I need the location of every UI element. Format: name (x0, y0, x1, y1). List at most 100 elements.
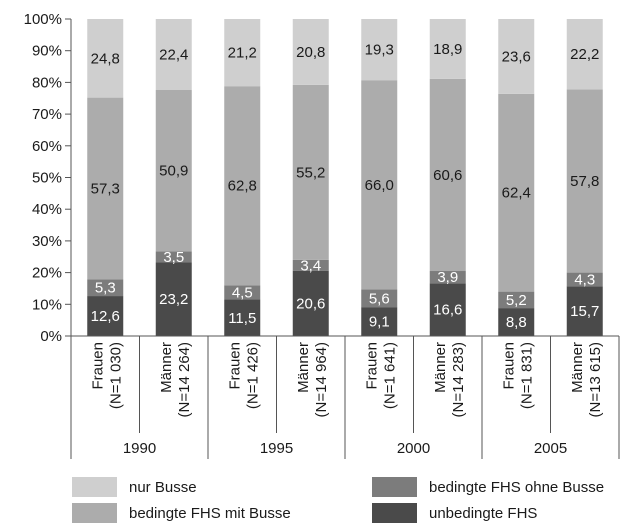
y-tick-label: 10% (32, 296, 62, 313)
bar-segment-2 (429, 271, 466, 284)
x-category-line2: (N=13 615) (587, 342, 604, 417)
data-label: 20,6 (296, 295, 325, 312)
bar-segment-3 (87, 97, 124, 280)
legend-item-unbedingte-fhs: unbedingte FHS (372, 503, 537, 523)
bar-segment-2 (566, 272, 603, 287)
bar-segment-1 (87, 296, 124, 336)
bar-segment-3 (361, 80, 398, 290)
data-label: 5,3 (95, 280, 116, 297)
x-category-label: Frauen(N=1 030) (89, 342, 124, 409)
legend-swatch-bedingte-fhs-ohne-busse (372, 477, 417, 497)
y-tick-label: 30% (32, 233, 62, 250)
data-label: 19,3 (365, 42, 394, 59)
data-label: 22,2 (570, 46, 599, 63)
x-category-line2: (N=14 283) (450, 342, 467, 417)
legend-swatch-nur-busse (72, 477, 117, 497)
y-tick-label: 80% (32, 74, 62, 91)
y-tick-label: 50% (32, 170, 62, 187)
data-label: 66,0 (365, 177, 394, 194)
bar-segment-3 (429, 78, 466, 272)
data-label: 3,5 (163, 249, 184, 266)
data-label: 22,4 (159, 47, 188, 64)
x-category-label: Frauen(N=1 426) (226, 342, 261, 409)
bar-segment-1 (429, 283, 466, 336)
x-category-label: Männer(N=13 615) (569, 342, 604, 417)
legend-label-unbedingte-fhs: unbedingte FHS (429, 504, 538, 522)
x-category-line2: (N=14 264) (176, 342, 193, 417)
x-category-label: Frauen(N=1 641) (363, 342, 398, 409)
bar-segment-3 (566, 89, 603, 273)
bar-segment-4 (292, 19, 329, 85)
y-tick-label: 40% (32, 201, 62, 218)
x-category-line2: (N=14 964) (313, 342, 330, 417)
x-category-label: Männer(N=14 264) (158, 342, 193, 417)
x-category-line1: Männer (569, 342, 586, 393)
legend-swatch-unbedingte-fhs (372, 503, 417, 523)
data-label: 21,2 (228, 45, 257, 62)
data-label: 50,9 (159, 163, 188, 180)
x-category-line2: (N=1 641) (381, 342, 398, 409)
x-category-line1: Frauen (363, 342, 380, 390)
data-label: 24,8 (91, 50, 120, 67)
data-label: 18,9 (433, 41, 462, 58)
bar-segment-4 (224, 19, 261, 87)
bar-segment-1 (498, 308, 535, 336)
x-category-line2: (N=1 831) (518, 342, 535, 409)
data-label: 23,6 (502, 48, 531, 65)
bar-segment-3 (292, 84, 329, 260)
y-tick-label: 70% (32, 106, 62, 123)
data-label: 8,8 (506, 314, 527, 331)
data-label: 60,6 (433, 167, 462, 184)
bar-segment-4 (429, 19, 466, 79)
data-label: 11,5 (228, 310, 256, 327)
x-category-line2: (N=1 030) (107, 342, 124, 409)
legend-item-nur-busse: nur Busse (72, 477, 197, 497)
data-label: 23,2 (159, 291, 188, 308)
data-label: 5,2 (506, 292, 527, 309)
y-tick-label: 60% (32, 138, 62, 155)
data-label: 12,6 (91, 308, 120, 325)
legend-item-bedingte-fhs-mit-busse: bedingte FHS mit Busse (72, 503, 291, 523)
x-category-label: Frauen(N=1 831) (500, 342, 535, 409)
legend-item-bedingte-fhs-ohne-busse: bedingte FHS ohne Busse (372, 477, 604, 497)
x-group-label: 1990 (123, 440, 156, 457)
bar-segment-2 (498, 291, 535, 309)
bar-segment-3 (155, 90, 192, 252)
data-label: 55,2 (296, 164, 325, 181)
bar-segment-2 (224, 285, 261, 300)
data-label: 3,9 (437, 269, 458, 286)
data-label: 4,5 (232, 284, 253, 301)
y-tick-label: 0% (40, 328, 62, 345)
x-category-line1: Frauen (500, 342, 517, 390)
x-category-line1: Frauen (89, 342, 106, 390)
bar-segment-4 (155, 19, 192, 91)
bar-segment-4 (566, 19, 603, 90)
y-tick-label: 100% (24, 11, 62, 28)
bar-segment-1 (155, 262, 192, 336)
data-label: 20,8 (296, 44, 325, 61)
legend-label-bedingte-fhs-mit-busse: bedingte FHS mit Busse (129, 504, 291, 522)
bar-segment-2 (87, 279, 124, 297)
bar-segment-3 (224, 86, 261, 286)
x-category-line1: Männer (158, 342, 175, 393)
x-category-line1: Männer (295, 342, 312, 393)
bar-segment-3 (498, 93, 535, 292)
data-label: 57,3 (91, 180, 120, 197)
x-category-label: Männer(N=14 283) (432, 342, 467, 417)
legend-swatch-bedingte-fhs-mit-busse (72, 503, 117, 523)
bar-segment-2 (292, 259, 329, 271)
data-label: 62,4 (502, 185, 531, 202)
bar-segment-4 (361, 19, 398, 81)
x-group-label: 1995 (260, 440, 293, 457)
legend-label-nur-busse: nur Busse (129, 478, 197, 496)
data-label: 16,6 (433, 302, 462, 319)
x-category-line2: (N=1 426) (244, 342, 261, 409)
data-label: 5,6 (369, 290, 390, 307)
bar-segment-4 (87, 19, 124, 98)
data-label: 9,1 (369, 314, 390, 331)
x-group-label: 2000 (397, 440, 430, 457)
bar-segment-2 (155, 251, 192, 263)
legend-label-bedingte-fhs-ohne-busse: bedingte FHS ohne Busse (429, 478, 605, 496)
bar-segment-1 (224, 299, 261, 336)
